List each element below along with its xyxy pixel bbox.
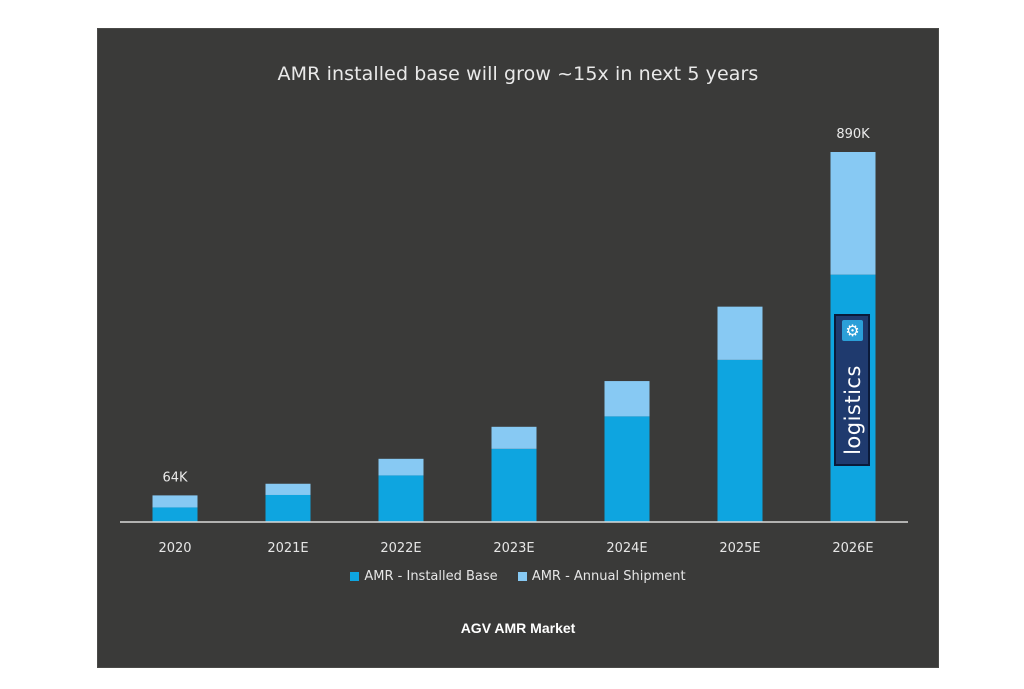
labels-layer: 2020 64K 2021E 2022E 2023E 2024E 2025E 2026E 890… [158, 127, 873, 556]
legend: AMR - Installed Base AMR - Annual Shipme… [98, 569, 938, 585]
bar-installed-base-2025e [717, 359, 763, 522]
bar-annual-shipment-2022e [378, 458, 424, 476]
legend-item-installed-base: AMR - Installed Base [350, 569, 498, 584]
bars-layer [152, 152, 876, 522]
legend-swatch-annual-shipment [517, 572, 527, 581]
legend-swatch-installed-base [350, 572, 360, 581]
x-tick-label-2024e: 2024E [606, 541, 647, 556]
bar-installed-base-2022e [378, 475, 424, 522]
bar-annual-shipment-2023e [491, 426, 537, 449]
bar-annual-shipment-2025e [717, 306, 763, 360]
legend-label-installed-base: AMR - Installed Base [364, 569, 498, 584]
x-tick-label-2026e: 2026E [832, 541, 873, 556]
bar-annual-shipment-2021e [265, 483, 311, 495]
x-tick-label-2025e: 2025E [719, 541, 760, 556]
chart-panel: AMR installed base will grow ~15x in nex… [97, 28, 939, 668]
x-tick-label-2021e: 2021E [267, 541, 308, 556]
legend-label-annual-shipment: AMR - Annual Shipment [531, 569, 686, 584]
bar-annual-shipment-2024e [604, 381, 650, 417]
legend-item-annual-shipment: AMR - Annual Shipment [517, 569, 686, 584]
data-label-2026e: 890K [836, 127, 870, 142]
logistics-logo: ⚙ logistics [834, 314, 870, 466]
logo-text: logistics [841, 365, 865, 455]
bar-installed-base-2020 [152, 507, 198, 522]
data-label-2020: 64K [162, 470, 188, 485]
bar-installed-base-2021e [265, 494, 311, 522]
x-tick-label-2022e: 2022E [380, 541, 421, 556]
x-tick-label-2020: 2020 [158, 541, 191, 556]
bar-installed-base-2023e [491, 448, 537, 522]
gear-icon: ⚙ [842, 320, 863, 341]
bar-installed-base-2024e [604, 416, 650, 522]
bar-annual-shipment-2020 [152, 495, 198, 508]
chart-subtitle: AGV AMR Market [460, 620, 576, 636]
chart-title: AMR installed base will grow ~15x in nex… [277, 63, 759, 85]
bar-annual-shipment-2026e [830, 152, 876, 275]
x-tick-label-2023e: 2023E [493, 541, 534, 556]
